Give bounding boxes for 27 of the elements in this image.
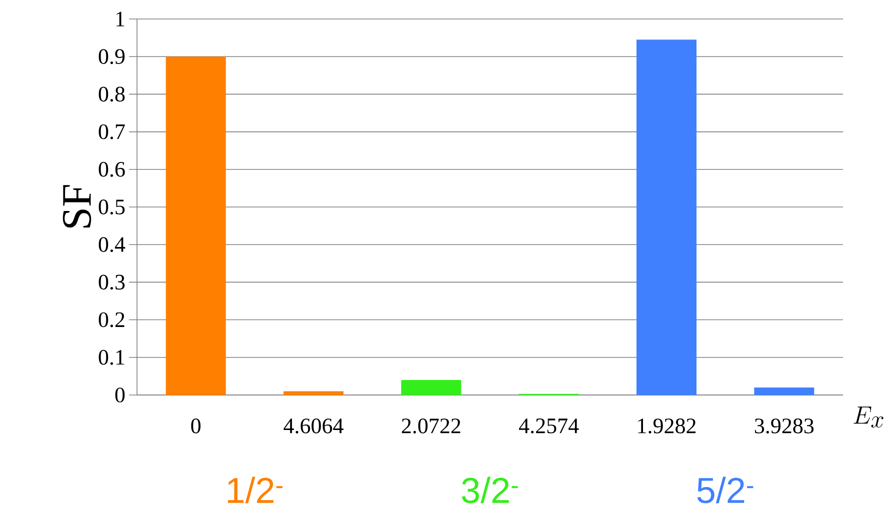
x-tick-label: 0 (191, 418, 201, 434)
x-axis-title: $E_x$ (854, 406, 884, 428)
y-tick-label: 0.5 (98, 200, 125, 214)
x-tick-label: 2.0722 (402, 418, 460, 434)
y-tick-label: 0.8 (98, 86, 125, 102)
y-tick-label: 0.1 (98, 350, 124, 365)
y-tick-label: 0.6 (98, 162, 125, 177)
y-axis-title: SF (62, 185, 92, 228)
text: 5/2$^{-}$ (697, 476, 754, 504)
y-tick-label: 1 (116, 12, 124, 26)
bar (636, 40, 697, 395)
y-tick-label: 0.4 (98, 237, 126, 252)
bar (401, 380, 462, 395)
bar (754, 387, 814, 395)
bar (284, 391, 344, 395)
x-tick-label: 1.9282 (638, 418, 696, 434)
y-tick-label: 0 (115, 388, 125, 402)
x-tick-label: 3.9283 (754, 418, 814, 434)
x-tick-label: 4.2574 (519, 418, 579, 434)
y-tick-label: 0.7 (98, 124, 125, 140)
text: 3/2$^{-}$ (462, 476, 518, 504)
text: 1/2$^{-}$ (228, 476, 283, 504)
y-tick-label: 0.2 (98, 312, 124, 328)
bar (166, 56, 226, 395)
y-tick-label: 0.9 (98, 49, 125, 64)
y-tick-label: 0.3 (98, 274, 125, 290)
x-tick-label: 4.6064 (284, 418, 344, 434)
